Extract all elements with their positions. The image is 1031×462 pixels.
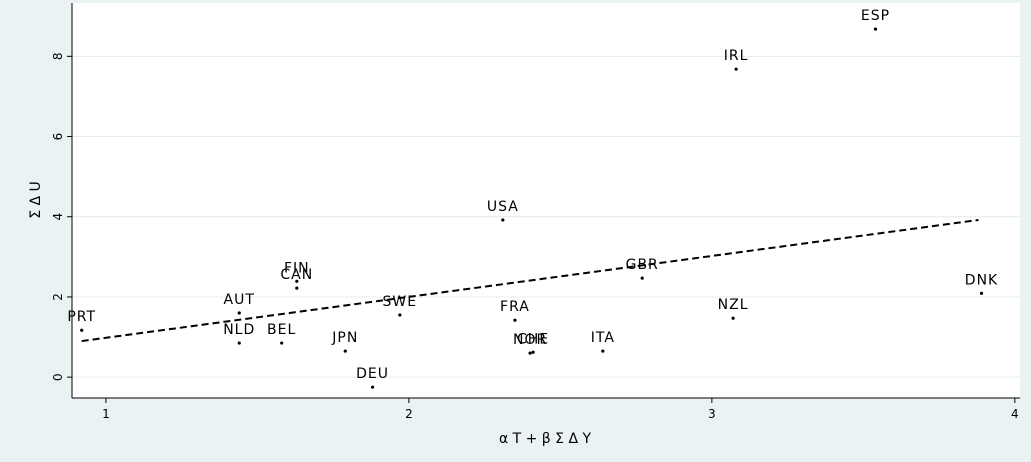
point-label: ITA (591, 330, 615, 346)
point-label: CAN (280, 267, 313, 283)
plot-area (72, 3, 1020, 398)
fit-line (81, 218, 979, 343)
point-label: ESP (861, 8, 890, 24)
y-axis-label: Σ Δ U (28, 181, 44, 219)
point (80, 328, 84, 332)
x-tick-label: 4 (1011, 407, 1019, 421)
point-label: NOR (513, 332, 547, 348)
point (237, 341, 241, 345)
x-tick-label: 1 (102, 407, 110, 421)
point-label: DEU (356, 366, 389, 382)
point (295, 286, 299, 290)
point-label: PRT (67, 309, 96, 325)
point (640, 276, 644, 280)
y-tick-label: 2 (51, 293, 65, 301)
point (873, 27, 878, 31)
point-label: NZL (718, 297, 749, 313)
x-tick-label: 2 (405, 407, 413, 421)
point-label: IRL (724, 48, 749, 64)
point (601, 349, 605, 353)
point (734, 67, 738, 71)
point (501, 218, 505, 222)
point-label: AUT (224, 292, 255, 308)
point-label: DNK (965, 272, 998, 288)
point (237, 311, 241, 315)
point (531, 350, 535, 354)
point (979, 291, 984, 295)
point (731, 316, 735, 320)
x-axis-label: α T + β Σ Δ Y (499, 431, 592, 447)
point-label: CHE (517, 331, 549, 347)
y-tick-label: 0 (51, 373, 65, 381)
point-label: USA (487, 199, 519, 215)
point (370, 385, 375, 389)
y-tick-label: 4 (51, 213, 65, 221)
point (295, 279, 299, 283)
point-label: JPN (331, 330, 358, 346)
y-tick-label: 6 (51, 133, 65, 141)
y-tick-label: 8 (51, 53, 65, 61)
point-label: SWE (383, 294, 418, 310)
point (398, 313, 402, 317)
point (528, 351, 532, 355)
point-label: FRA (500, 299, 530, 315)
point (280, 341, 284, 345)
x-tick-label: 3 (708, 407, 716, 421)
point-label: BEL (267, 322, 296, 338)
point-label: NLD (223, 322, 255, 338)
point-label: FIN (284, 260, 310, 276)
point (513, 318, 517, 322)
point-label: GBR (626, 257, 659, 273)
point (343, 349, 347, 353)
